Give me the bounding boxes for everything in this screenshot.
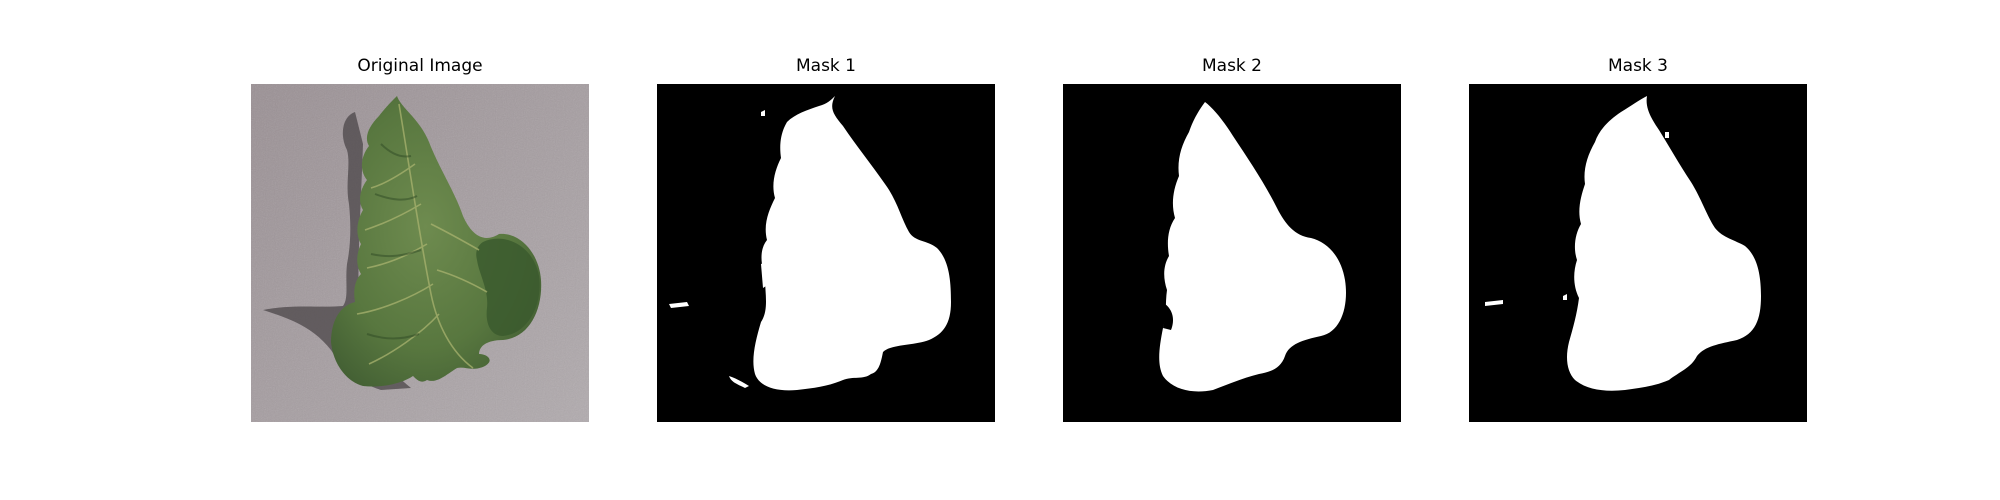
leaf-shadow [263, 112, 411, 390]
mask-foreground [753, 96, 951, 391]
mask-foreground [1567, 96, 1761, 391]
panel-mask-3: Mask 3 [1469, 56, 1807, 422]
panel-title: Mask 2 [1201, 56, 1262, 76]
leaf-lobe [476, 238, 540, 336]
panel-title: Original Image [357, 56, 483, 76]
mask-1-image [657, 84, 995, 422]
leaf-texture [366, 143, 422, 340]
mask-2-image [1063, 84, 1401, 422]
mask-foreground [1159, 102, 1346, 392]
leaf-veins [356, 103, 488, 369]
original-leaf-photo [251, 84, 589, 422]
panel-title: Mask 3 [1607, 56, 1668, 76]
panel-mask-1: Mask 1 [657, 56, 995, 422]
panel-title: Mask 1 [795, 56, 856, 76]
mask-3-image [1469, 84, 1807, 422]
panel-original-image: Original Image [251, 56, 589, 422]
panel-mask-2: Mask 2 [1063, 56, 1401, 422]
